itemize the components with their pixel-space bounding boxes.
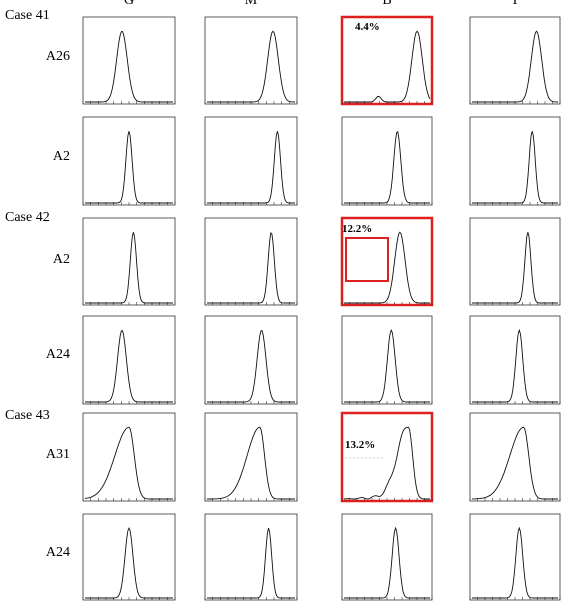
case-label: Case 41	[5, 8, 50, 23]
row-label: A31	[46, 447, 70, 462]
histogram-panel	[82, 315, 176, 405]
histogram-curve	[207, 30, 295, 103]
histogram-panel	[82, 513, 176, 601]
histogram-panel	[204, 412, 298, 502]
histogram-curve	[85, 330, 173, 403]
column-header: B	[382, 0, 391, 8]
column-header: G	[124, 0, 134, 8]
histogram-panel	[82, 217, 176, 306]
histogram-curve	[85, 30, 173, 103]
histogram-curve	[85, 232, 173, 304]
histogram-panel	[469, 315, 561, 405]
histogram-panel	[204, 315, 298, 405]
histogram-panel	[469, 116, 561, 206]
histogram-curve	[207, 232, 295, 304]
histogram-panel	[204, 217, 298, 306]
histogram-curve	[344, 131, 430, 204]
histogram-curve	[472, 426, 558, 500]
gate-percentage: 12.2%	[342, 223, 372, 235]
inset-gate	[345, 237, 389, 282]
column-header: T	[511, 0, 520, 8]
row-label: A24	[46, 545, 70, 560]
histogram-curve	[472, 30, 558, 103]
gate-percentage: 13.2%	[345, 439, 375, 451]
histogram-panel	[341, 513, 433, 601]
row-label: A26	[46, 49, 70, 64]
histogram-curve	[207, 527, 295, 599]
row-label: A2	[53, 149, 70, 164]
histogram-panel	[341, 116, 433, 206]
row-label: A24	[46, 347, 70, 362]
histogram-curve	[344, 526, 430, 599]
histogram-curve	[207, 330, 295, 403]
histogram-panel	[469, 513, 561, 601]
histogram-panel	[469, 412, 561, 502]
column-header: M	[245, 0, 258, 8]
histogram-curve	[344, 231, 430, 304]
histogram-curve	[207, 426, 295, 500]
histogram-panel	[469, 217, 561, 306]
histogram-panel	[82, 412, 176, 502]
histogram-panel	[82, 16, 176, 105]
histogram-curve	[472, 526, 558, 599]
row-label: A2	[53, 252, 70, 267]
gate-percentage: 4.4%	[355, 21, 380, 33]
histogram-curve	[85, 131, 173, 204]
histogram-panel	[340, 411, 434, 503]
histogram-panel	[204, 513, 298, 601]
histogram-curve	[472, 328, 558, 403]
histogram-curve	[207, 131, 295, 204]
case-label: Case 42	[5, 210, 50, 225]
histogram-panel	[82, 116, 176, 206]
histogram-curve	[85, 526, 173, 599]
histogram-curve	[343, 426, 430, 500]
case-label: Case 43	[5, 408, 50, 423]
histogram-curve	[344, 328, 430, 403]
histogram-curve	[472, 131, 558, 204]
histogram-curve	[84, 426, 173, 500]
histogram-curve	[344, 30, 431, 103]
histogram-curve	[472, 232, 558, 304]
